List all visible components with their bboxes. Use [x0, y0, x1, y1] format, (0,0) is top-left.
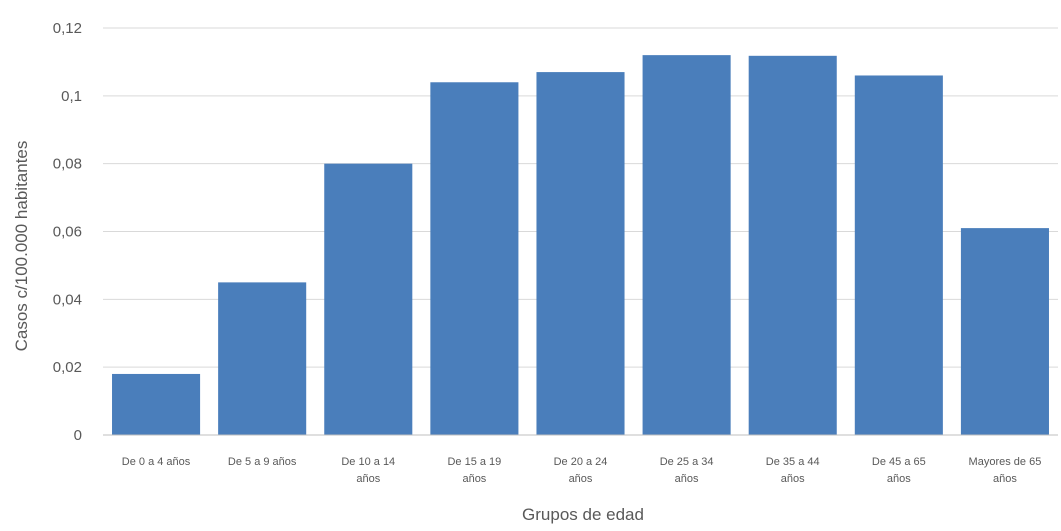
x-tick-label: De 10 a 14 años — [341, 456, 395, 485]
bar — [324, 163, 413, 435]
y-tick-label: 0,1 — [61, 88, 82, 105]
y-tick-label: 0,06 — [53, 224, 82, 241]
bars — [112, 55, 1049, 436]
y-tick-label: 0,02 — [53, 359, 82, 376]
x-tick-label: Mayores de 65 años — [969, 456, 1042, 485]
bar — [536, 72, 625, 435]
y-tick-label: 0,08 — [53, 156, 82, 173]
x-tick-label: De 25 a 34 años — [660, 456, 714, 485]
x-tick-label: De 45 a 65 años — [872, 456, 926, 485]
y-axis-tick-labels: 0 0,02 0,04 0,06 0,08 0,1 0,12 — [53, 20, 82, 444]
y-tick-label: 0,12 — [53, 20, 82, 37]
x-tick-label: De 20 a 24 años — [554, 456, 608, 485]
bar — [642, 55, 731, 436]
bar — [960, 228, 1049, 435]
bar — [430, 82, 519, 436]
bar — [854, 75, 943, 435]
y-tick-label: 0,04 — [53, 291, 82, 308]
x-tick-label: De 35 a 44 años — [766, 456, 820, 485]
bar — [748, 55, 837, 435]
x-tick-label: De 0 a 4 años — [122, 456, 191, 468]
bar — [112, 373, 201, 435]
bar — [218, 282, 307, 435]
y-tick-label: 0 — [74, 427, 82, 444]
x-axis-tick-labels: De 0 a 4 años De 5 a 9 años De 10 a 14 años… — [122, 456, 1042, 485]
x-tick-label: De 5 a 9 años — [228, 456, 297, 468]
y-axis-title: Casos c/100.000 habitantes — [12, 141, 31, 352]
x-tick-label: De 15 a 19 años — [447, 456, 501, 485]
x-axis-title: Grupos de edad — [522, 505, 644, 524]
